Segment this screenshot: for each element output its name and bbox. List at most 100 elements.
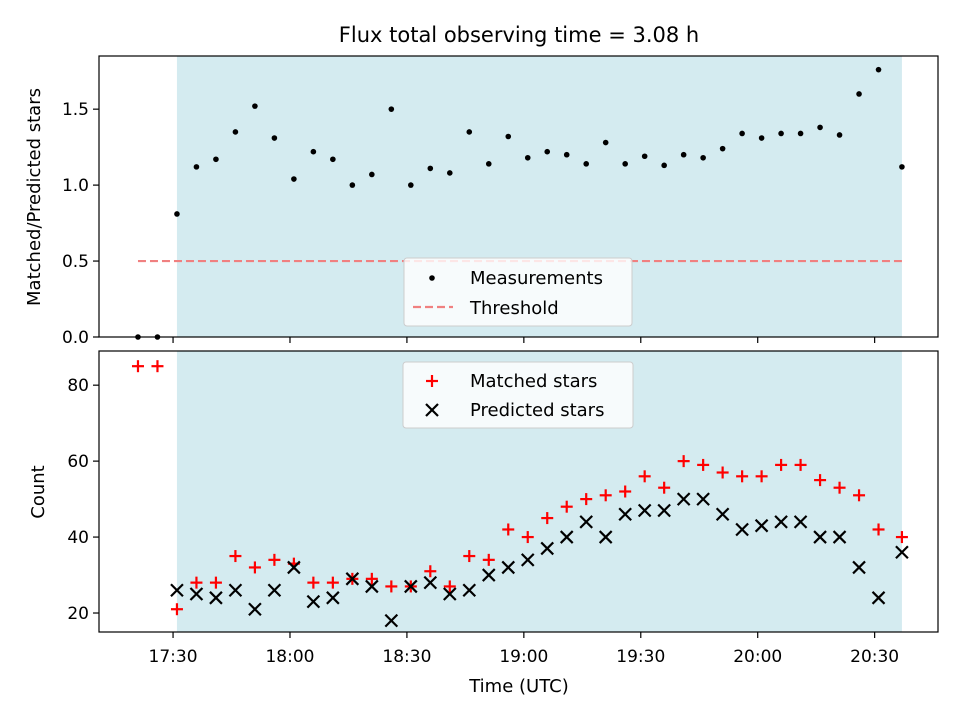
measurement-point: [388, 106, 395, 112]
matched-stars-point: [170, 603, 183, 616]
predicted-stars-point: [598, 530, 613, 544]
ratio-y-tick-label: 0.0: [62, 328, 89, 348]
measurement-point: [330, 156, 336, 163]
predicted-stars-point: [774, 515, 788, 529]
count-y-ticks: 20 40 60 80: [67, 376, 99, 624]
matched-legend-label: Matched stars: [470, 371, 597, 392]
ratio-y-tick-label: 1.0: [62, 176, 89, 196]
ratio-y-axis-label: Matched/Predicted stars: [24, 88, 45, 306]
measurement-point: [583, 161, 590, 167]
ratio-y-tick-label: 0.5: [62, 252, 89, 272]
predicted-stars-point: [657, 503, 671, 518]
count-y-tick-label: 80: [67, 376, 89, 396]
predicted-stars-point: [481, 568, 496, 582]
predicted-stars-point: [579, 515, 593, 529]
matched-stars-point: [599, 489, 612, 502]
matched-stars-point: [209, 576, 222, 589]
measurement-point: [466, 129, 473, 135]
measurements-legend-marker: [429, 275, 435, 281]
count-y-tick-label: 40: [67, 528, 89, 548]
predicted-legend-marker: [425, 403, 439, 417]
x-tick-label: 20:30: [850, 647, 899, 667]
measurement-point: [778, 130, 784, 137]
x-tick-label: 18:30: [382, 647, 431, 667]
predicted-stars-point: [754, 518, 769, 533]
predicted-stars-point: [540, 541, 555, 556]
predicted-legend-label: Predicted stars: [470, 400, 604, 421]
predicted-stars-point: [520, 553, 535, 567]
measurement-point: [446, 170, 453, 176]
matched-stars-point: [716, 466, 729, 479]
measurement-point: [836, 132, 843, 138]
count-points: [131, 360, 909, 628]
predicted-stars-point: [404, 579, 418, 594]
ratio-legend: Measurements Threshold: [403, 257, 633, 327]
matched-stars-point: [502, 523, 515, 536]
measurement-point: [193, 164, 200, 170]
measurement-point: [797, 130, 804, 137]
matched-stars-point: [443, 580, 456, 593]
predicted-stars-point: [793, 515, 808, 529]
matched-stars-point: [541, 512, 554, 525]
matched-stars-point: [560, 500, 573, 513]
measurement-point: [252, 103, 258, 109]
matched-stars-point: [307, 576, 320, 589]
predicted-stars-point: [559, 530, 574, 544]
predicted-stars-point: [384, 613, 399, 628]
matched-stars-point: [190, 576, 203, 589]
matched-stars-point: [151, 360, 164, 373]
measurement-point: [875, 66, 882, 73]
measurement-point: [602, 139, 609, 146]
predicted-stars-point: [287, 560, 301, 575]
matched-stars-point: [385, 580, 398, 593]
predicted-stars-point: [189, 587, 204, 601]
predicted-stars-point: [852, 560, 866, 575]
matched-stars-point: [619, 485, 632, 498]
matched-stars-point: [365, 572, 378, 585]
matched-stars-point: [521, 531, 534, 544]
matched-stars-point: [268, 553, 281, 566]
matched-stars-point: [814, 474, 827, 487]
predicted-stars-point: [832, 530, 847, 544]
measurement-point: [641, 153, 648, 160]
ratio-legend-box: [403, 257, 633, 327]
measurement-point: [700, 154, 706, 161]
predicted-stars-point: [423, 575, 438, 590]
measurement-point: [232, 129, 239, 135]
matched-legend-marker: [426, 375, 438, 387]
matched-stars-point: [248, 561, 261, 574]
count-chart: 20 40 60 80 17:30 18:00 18:30 19:00 19:30 20:00 2…: [28, 350, 939, 697]
predicted-stars-point: [871, 591, 886, 605]
measurement-point: [856, 91, 862, 97]
measurement-point: [758, 135, 765, 141]
count-x-ticks: 17:30 18:00 18:30 19:00 19:30 20:00 20:30: [149, 632, 899, 667]
ratio-y-tick-label: 1.5: [62, 100, 89, 120]
matched-stars-point: [755, 470, 768, 483]
measurement-point: [408, 182, 414, 188]
count-y-axis-label: Count: [28, 465, 49, 518]
measurement-point: [310, 148, 317, 155]
x-tick-label: 18:00: [265, 647, 314, 667]
matched-stars-point: [677, 455, 690, 468]
matched-stars-point: [131, 360, 144, 373]
measurement-point: [739, 130, 745, 137]
ratio-chart: Flux total observing time = 3.08 h 0.00.…: [24, 23, 939, 348]
measurement-point: [174, 211, 180, 217]
measurement-point: [817, 124, 823, 131]
measurement-point: [213, 156, 219, 163]
measurement-point: [544, 148, 551, 155]
predicted-stars-point: [637, 503, 652, 518]
matched-stars-point: [482, 553, 495, 566]
matched-stars-point: [463, 550, 476, 563]
matched-stars-point: [872, 523, 885, 536]
matched-stars-point: [326, 576, 339, 589]
measurement-point: [680, 151, 687, 158]
x-axis-label: Time (UTC): [468, 676, 569, 697]
matched-stars-point: [638, 470, 651, 483]
matched-stars-point: [736, 470, 749, 483]
threshold-legend-label: Threshold: [469, 298, 559, 319]
predicted-stars-point: [813, 530, 827, 544]
ratio-y-ticks: 0.0 0.5 1.0 1.5: [62, 100, 99, 348]
measurement-point: [661, 162, 667, 169]
